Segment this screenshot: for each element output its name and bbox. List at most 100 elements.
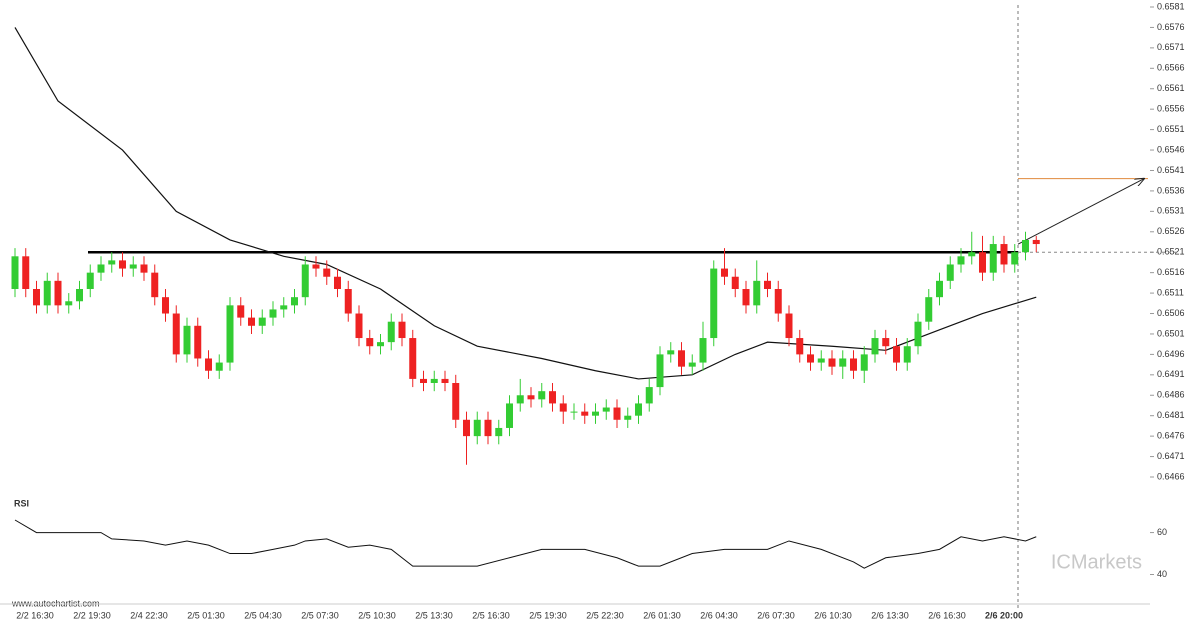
x-tick-label: 2/5 16:30 bbox=[472, 610, 510, 620]
candle-body bbox=[344, 289, 352, 314]
candle-body bbox=[667, 350, 675, 355]
candle-body bbox=[205, 358, 212, 371]
y-tick-label: 0.6501 bbox=[1157, 328, 1185, 338]
y-tick-label: 0.6491 bbox=[1157, 369, 1185, 379]
candle-body bbox=[549, 391, 556, 404]
candle-body bbox=[377, 342, 384, 347]
x-tick-label: 2/5 22:30 bbox=[586, 610, 624, 620]
candle-body bbox=[1011, 252, 1019, 265]
candle-body bbox=[129, 264, 137, 269]
candle-body bbox=[366, 338, 374, 347]
candle-body bbox=[54, 280, 62, 306]
candle-body bbox=[721, 268, 728, 277]
candle-body bbox=[979, 252, 986, 273]
candle-body bbox=[33, 289, 40, 306]
candle-body bbox=[43, 280, 51, 306]
candle-body bbox=[731, 276, 739, 289]
y-tick-label: 0.6471 bbox=[1157, 451, 1185, 461]
candle-body bbox=[194, 325, 202, 359]
y-tick-label: 0.6536 bbox=[1157, 185, 1185, 195]
candle-body bbox=[398, 321, 406, 339]
candle-body bbox=[291, 297, 298, 306]
candle-body bbox=[452, 383, 460, 420]
candle-body bbox=[624, 415, 632, 420]
candle-body bbox=[172, 313, 180, 355]
y-tick-label: 0.6551 bbox=[1157, 124, 1185, 134]
x-tick-label: 2/6 20:00 bbox=[985, 610, 1023, 620]
candle-body bbox=[602, 407, 610, 412]
y-tick-label: 0.6576 bbox=[1157, 22, 1185, 32]
candle-body bbox=[613, 407, 621, 420]
x-tick-label: 2/5 07:30 bbox=[301, 610, 339, 620]
y-tick-label: 0.6571 bbox=[1157, 42, 1185, 52]
candle-body bbox=[258, 317, 266, 326]
y-tick-label: 0.6466 bbox=[1157, 471, 1185, 481]
moving-average bbox=[14, 27, 1037, 380]
candle-body bbox=[678, 350, 685, 367]
candle-body bbox=[839, 358, 847, 367]
candle-body bbox=[753, 280, 761, 306]
x-tick-label: 2/5 13:30 bbox=[415, 610, 453, 620]
y-tick-label: 0.6476 bbox=[1157, 431, 1185, 441]
rsi-tick-label: 40 bbox=[1157, 569, 1167, 579]
candle-body bbox=[570, 411, 578, 413]
y-tick-label: 0.6486 bbox=[1157, 390, 1185, 400]
candle-body bbox=[97, 264, 105, 273]
candle-body bbox=[860, 354, 868, 371]
candle-body bbox=[76, 289, 83, 302]
candle-body bbox=[688, 362, 696, 367]
candle-body bbox=[925, 297, 933, 322]
candle-body bbox=[22, 256, 30, 289]
x-tick-label: 2/6 07:30 bbox=[757, 610, 795, 620]
x-tick-label: 2/4 22:30 bbox=[130, 610, 168, 620]
y-tick-label: 0.6521 bbox=[1157, 247, 1185, 257]
x-tick-label: 2/5 01:30 bbox=[187, 610, 225, 620]
x-tick-label: 2/5 10:30 bbox=[358, 610, 396, 620]
logo: ICMarkets bbox=[1051, 551, 1142, 573]
candle-body bbox=[592, 411, 599, 416]
candle-body bbox=[871, 338, 879, 355]
candle-body bbox=[430, 378, 438, 383]
candle-body bbox=[957, 256, 965, 265]
candle-body bbox=[441, 378, 449, 383]
candle-body bbox=[1032, 239, 1040, 245]
x-tick-label: 2/5 04:30 bbox=[244, 610, 282, 620]
candle-body bbox=[516, 395, 524, 404]
candle-body bbox=[269, 309, 277, 318]
candle-body bbox=[807, 354, 814, 363]
candle-body bbox=[463, 419, 470, 437]
candle-body bbox=[710, 268, 718, 339]
candle-body bbox=[699, 338, 707, 363]
y-tick-label: 0.6506 bbox=[1157, 308, 1185, 318]
x-tick-label: 2/5 19:30 bbox=[529, 610, 567, 620]
candle-body bbox=[882, 338, 890, 347]
candle-body bbox=[817, 358, 825, 363]
candle-body bbox=[538, 391, 546, 400]
candle-body bbox=[764, 280, 771, 289]
candle-body bbox=[559, 403, 567, 412]
candle-body bbox=[420, 378, 427, 383]
candle-body bbox=[355, 313, 363, 339]
candle-body bbox=[108, 260, 116, 265]
y-tick-label: 0.6541 bbox=[1157, 165, 1185, 175]
candle-body bbox=[893, 346, 900, 363]
candle-body bbox=[645, 387, 653, 404]
candle-body bbox=[280, 305, 288, 310]
candle-body bbox=[495, 427, 503, 437]
y-tick-label: 0.6496 bbox=[1157, 349, 1185, 359]
candle-body bbox=[968, 252, 976, 257]
y-tick-label: 0.6566 bbox=[1157, 63, 1185, 73]
y-tick-label: 0.6526 bbox=[1157, 226, 1185, 236]
candle-body bbox=[387, 321, 395, 343]
x-tick-label: 2/6 01:30 bbox=[643, 610, 681, 620]
candle-body bbox=[506, 403, 513, 428]
candle-body bbox=[65, 301, 73, 306]
candle-body bbox=[828, 358, 836, 367]
y-tick-label: 0.6516 bbox=[1157, 267, 1185, 277]
candle-body bbox=[11, 256, 19, 289]
candle-body bbox=[312, 264, 320, 269]
candle-body bbox=[635, 403, 642, 416]
candle-body bbox=[989, 244, 997, 273]
candle-body bbox=[850, 358, 857, 371]
y-tick-label: 0.6481 bbox=[1157, 410, 1185, 420]
